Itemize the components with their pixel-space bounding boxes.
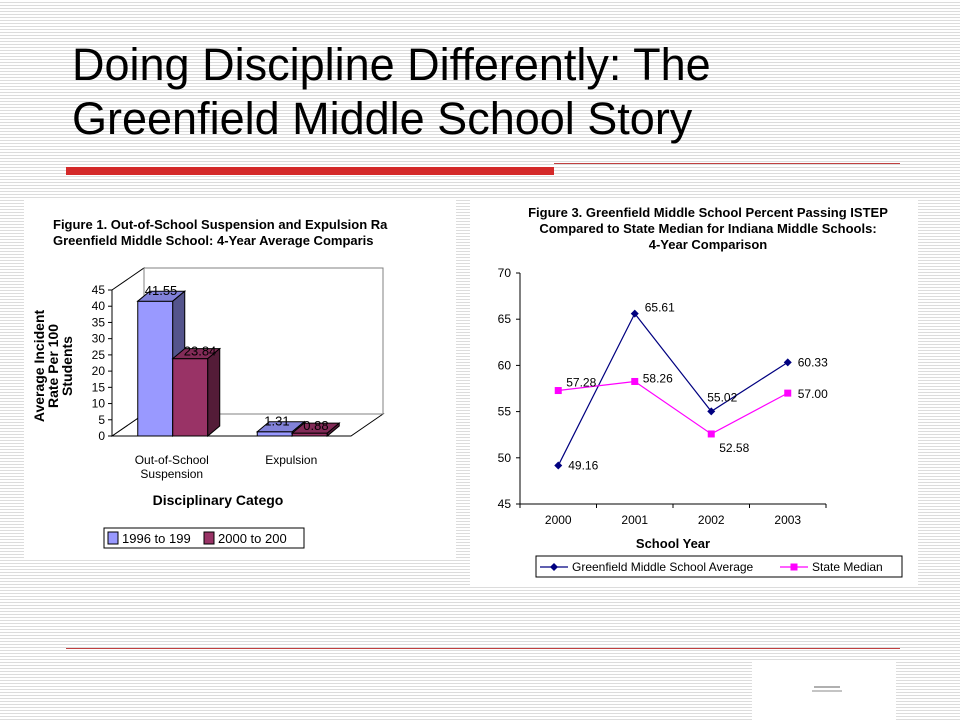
thumbnail-mark: [812, 690, 842, 692]
chart-2-data-label: 52.58: [719, 441, 749, 455]
chart-1-y-tick-label: 40: [92, 299, 106, 313]
chart-1-bar: [172, 358, 209, 437]
chart-1-legend-label: 1996 to 199: [122, 531, 191, 546]
chart-2-x-axis-title: School Year: [636, 536, 710, 551]
chart-1-y-tick-label: 45: [92, 283, 106, 297]
chart-2-x-tick-label: 2000: [545, 513, 572, 527]
chart-2-data-label: 65.61: [645, 301, 675, 315]
chart-2-y-tick-label: 70: [498, 266, 512, 280]
chart-1-y-tick-label: 0: [98, 429, 105, 443]
chart-2-y-tick-label: 50: [498, 451, 512, 465]
chart-1-data-label: 0.88: [303, 418, 328, 433]
chart-1-legend-label: 2000 to 200: [218, 531, 287, 546]
chart-2-series-line: [558, 380, 789, 435]
chart-2-y-tick-label: 55: [498, 405, 512, 419]
chart-1-y-tick-label: 35: [92, 315, 106, 329]
chart-2-legend-marker: [550, 563, 558, 571]
chart-1-bar-side: [326, 422, 340, 438]
chart-1-y-tick-label: 20: [92, 364, 106, 378]
chart-1-y-tick-label: 15: [92, 380, 106, 394]
chart-2-point-marker: [630, 309, 639, 318]
chart-2-point-marker: [554, 387, 562, 395]
chart-2-title: Figure 3. Greenfield Middle School Perce…: [528, 205, 888, 220]
chart-1-y-tick-label: 10: [92, 397, 106, 411]
slide-title: Doing Discipline Differently: The Greenf…: [72, 39, 711, 144]
chart-2-point-marker: [707, 430, 715, 438]
chart-2-title: Compared to State Median for Indiana Mid…: [539, 221, 876, 236]
chart-1-data-label: 23.84: [184, 344, 217, 359]
chart-2-data-label: 57.28: [566, 376, 596, 390]
chart-1-legend-swatch: [107, 531, 119, 545]
chart-2-y-tick-label: 60: [498, 358, 512, 372]
chart-1-data-label: 41.55: [145, 283, 178, 298]
chart-1-bar-side: [207, 347, 221, 438]
chart-2-series-line: [557, 312, 789, 466]
chart-2-point-marker: [554, 461, 563, 470]
chart-2-data-label: 58.26: [643, 371, 673, 385]
chart-2-point-marker: [631, 377, 639, 385]
chart-1-title: Figure 1. Out-of-School Suspension and E…: [53, 217, 388, 232]
thumbnail-mark: [814, 686, 840, 688]
chart-2-data-label: 57.00: [798, 387, 828, 401]
chart-2-legend-label: State Median: [812, 560, 883, 574]
chart-2-data-label: 55.02: [707, 390, 737, 404]
chart-1-y-tick-label: 5: [98, 413, 105, 427]
chart-2-legend: [535, 555, 903, 578]
chart-2-x-tick-label: 2002: [698, 513, 725, 527]
chart-1-y-axis-title-line: Rate Per 100: [45, 324, 61, 408]
title-underline-thick: [66, 167, 554, 175]
chart-1-y-tick-label: 30: [92, 332, 106, 346]
chart-1-data-label: 1.31: [264, 414, 289, 429]
chart-1-title: Greenfield Middle School: 4-Year Average…: [53, 233, 374, 248]
chart-1-y-axis-title-line: Average Incident: [31, 310, 47, 423]
chart-2-y-tick-label: 65: [498, 312, 512, 326]
chart-2-x-tick-label: 2001: [621, 513, 648, 527]
chart-2-legend-label: Greenfield Middle School Average: [572, 560, 754, 574]
chart-2-data-label: 49.16: [568, 459, 598, 473]
chart-1-y-tick-label: 25: [92, 348, 106, 362]
corner-thumbnail: [752, 660, 896, 720]
chart-2-point-marker: [707, 407, 716, 416]
chart-1-x-tick-label: Expulsion: [265, 453, 317, 467]
chart-1-x-tick-label: Out-of-School: [135, 453, 209, 467]
chart-2-data-label: 60.33: [798, 355, 828, 369]
chart-2-point-marker: [784, 389, 792, 397]
chart-1-legend-swatch: [203, 531, 215, 545]
chart-2-title: 4-Year Comparison: [649, 237, 768, 252]
chart-2-point-marker: [783, 358, 792, 367]
chart-2-y-tick-label: 45: [498, 497, 512, 511]
chart-1-x-axis-title: Disciplinary Catego: [153, 492, 284, 508]
chart-2-legend-marker: [790, 563, 798, 571]
title-underline-thin: [554, 163, 900, 164]
chart-1-y-axis-title-line: Students: [59, 336, 75, 396]
chart-1-x-tick-label: Suspension: [140, 467, 203, 481]
footer-rule: [66, 648, 900, 649]
chart-2-x-tick-label: 2003: [774, 513, 801, 527]
